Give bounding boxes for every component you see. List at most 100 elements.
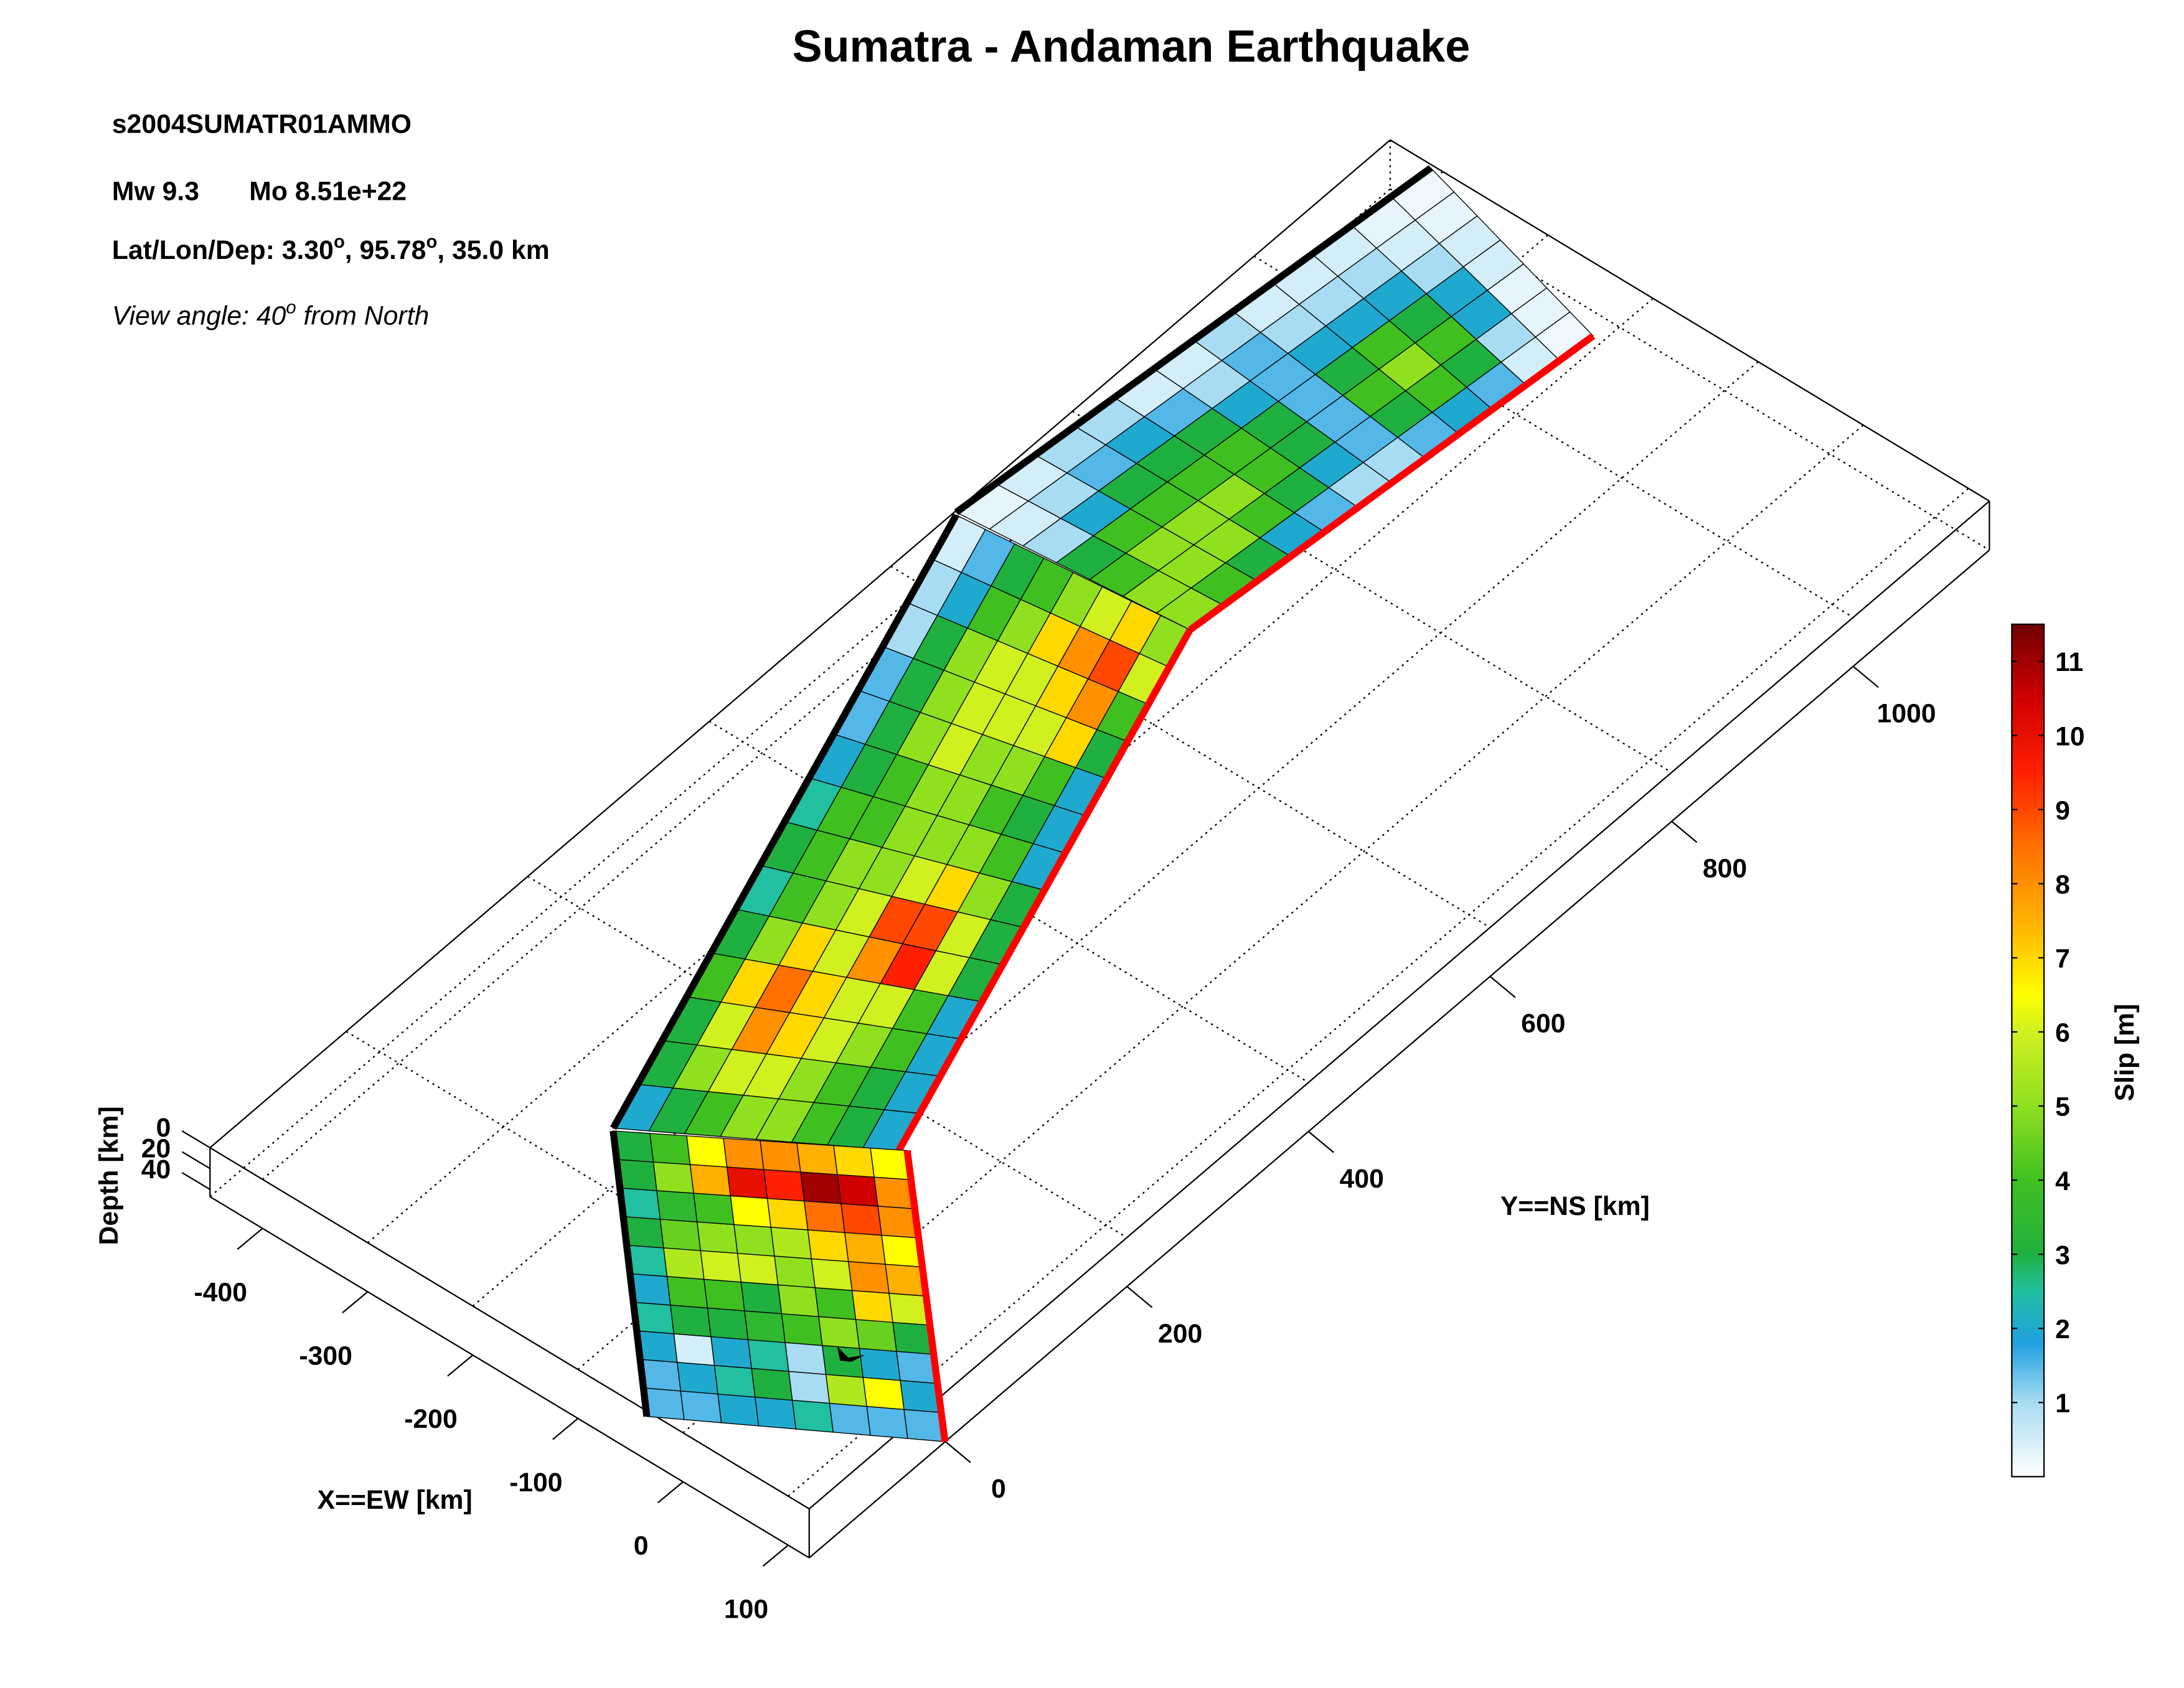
- slip-cell: [747, 1339, 789, 1372]
- box-edge: [1390, 139, 1990, 502]
- slip-cell: [686, 1135, 728, 1168]
- trench-edge: [954, 165, 1433, 515]
- moment: Mo 8.51e+22: [249, 177, 407, 207]
- slip-cell: [847, 1261, 890, 1294]
- downdip-edge: [1188, 333, 1596, 633]
- slip-cell: [751, 1367, 793, 1401]
- slip-cell: [766, 1198, 809, 1231]
- colorbar-tick-label: 2: [2055, 1315, 2070, 1344]
- z-tick-label: 0: [156, 1113, 171, 1143]
- slip-cell: [652, 1161, 694, 1194]
- colorbar-tick-label: 3: [2055, 1240, 2070, 1270]
- fault-segment: [610, 1130, 949, 1442]
- slip-cell: [807, 1229, 849, 1262]
- slip-cell: [774, 1255, 816, 1288]
- colorbar-tick-label: 1: [2055, 1389, 2070, 1418]
- text-part: View angle: 40: [112, 301, 286, 331]
- downdip-edge: [895, 628, 1193, 1153]
- y-tick-label: 800: [1703, 854, 1747, 884]
- slip-cell: [781, 1313, 823, 1346]
- slip-cell: [673, 1333, 715, 1366]
- colorbar-tick-label: 7: [2055, 944, 2070, 974]
- slip-cell: [733, 1224, 775, 1257]
- event-id: s2004SUMATR01AMMO: [112, 110, 412, 139]
- slip-cell: [693, 1193, 735, 1226]
- slip-cell: [663, 1247, 705, 1280]
- x-tick-label: -100: [509, 1468, 563, 1498]
- superscript: o: [286, 298, 296, 318]
- trench-edge: [610, 513, 959, 1130]
- slip-cell: [717, 1394, 760, 1427]
- colorbar-label: Slip [m]: [2110, 1004, 2140, 1102]
- y-tick: [1671, 820, 1698, 843]
- y-tick-label: 200: [1158, 1319, 1202, 1349]
- x-tick-label: -400: [194, 1278, 248, 1308]
- slip-cell: [796, 1142, 838, 1175]
- box-edge: [209, 1196, 810, 1559]
- slip-cell: [840, 1203, 882, 1236]
- y-tick: [1308, 1130, 1334, 1153]
- slip-cell: [788, 1371, 831, 1404]
- x-tick: [237, 1227, 263, 1250]
- hypocenter: [837, 1346, 865, 1362]
- slip-cell: [803, 1200, 845, 1233]
- slip-cell: [737, 1252, 779, 1286]
- z-tick-label: 20: [141, 1133, 171, 1163]
- slip-cell: [755, 1396, 797, 1430]
- slip-cell: [837, 1174, 878, 1207]
- slip-cell: [829, 1402, 871, 1436]
- colorbar-fill: [2011, 623, 2045, 1478]
- slip-cell: [659, 1219, 702, 1251]
- x-tick-label: 100: [724, 1594, 768, 1624]
- box-edge: [209, 1147, 810, 1510]
- slip-cell: [670, 1305, 712, 1338]
- slip-cell: [784, 1342, 827, 1375]
- slip-cell: [851, 1290, 893, 1323]
- slip-cell: [730, 1195, 772, 1228]
- y-tick: [1852, 665, 1879, 688]
- z-axis-label: Depth [km]: [94, 1106, 124, 1245]
- slip-cell: [707, 1307, 749, 1341]
- y-tick: [1489, 975, 1516, 998]
- slip-cell: [833, 1145, 875, 1178]
- slip-cell: [680, 1390, 722, 1423]
- y-tick: [1126, 1286, 1153, 1308]
- y-tick-label: 1000: [1877, 699, 1936, 729]
- box-edge: [809, 500, 1990, 1509]
- slip-cell: [825, 1374, 868, 1407]
- location: Lat/Lon/Dep: 3.30o, 95.78o, 35.0 km: [112, 232, 550, 265]
- slip-cell: [777, 1284, 819, 1318]
- slip-cell: [791, 1399, 834, 1433]
- colorbar-tick-label: 10: [2055, 721, 2085, 751]
- box-edge: [809, 549, 1990, 1559]
- y-tick-label: 600: [1521, 1009, 1565, 1039]
- slip-cell: [713, 1364, 756, 1398]
- z-tick-label: 40: [141, 1155, 171, 1184]
- slip-cell: [696, 1221, 738, 1254]
- slip-cell: [689, 1164, 732, 1196]
- slip-cell: [763, 1169, 805, 1202]
- view-angle: View angle: 40o from North: [112, 298, 429, 331]
- x-tick-label: -300: [299, 1341, 352, 1371]
- slip-cell: [700, 1250, 742, 1283]
- slip-cell: [704, 1278, 745, 1311]
- slip-cell: [822, 1344, 864, 1378]
- colorbar-tick-label: 5: [2055, 1092, 2070, 1122]
- colorbar-tick-label: 9: [2055, 795, 2070, 825]
- x-tick: [342, 1291, 369, 1313]
- downdip-edge: [903, 1150, 949, 1442]
- colorbar: 1 2 3 4 5 6 7 8 9 10 11: [2011, 623, 2085, 1478]
- x-tick: [447, 1354, 474, 1377]
- slip-cell: [844, 1232, 886, 1265]
- colorbar-tick-label: 4: [2055, 1166, 2070, 1196]
- x-tick-label: -200: [404, 1404, 458, 1434]
- slip-cell: [649, 1133, 691, 1165]
- x-tick: [552, 1418, 579, 1440]
- slip-cell: [811, 1258, 853, 1292]
- slip-cell: [862, 1377, 905, 1410]
- slip-cell: [656, 1190, 698, 1222]
- grid-line: [788, 487, 1969, 1497]
- slip-cell: [710, 1336, 752, 1369]
- slip-cell: [740, 1282, 783, 1315]
